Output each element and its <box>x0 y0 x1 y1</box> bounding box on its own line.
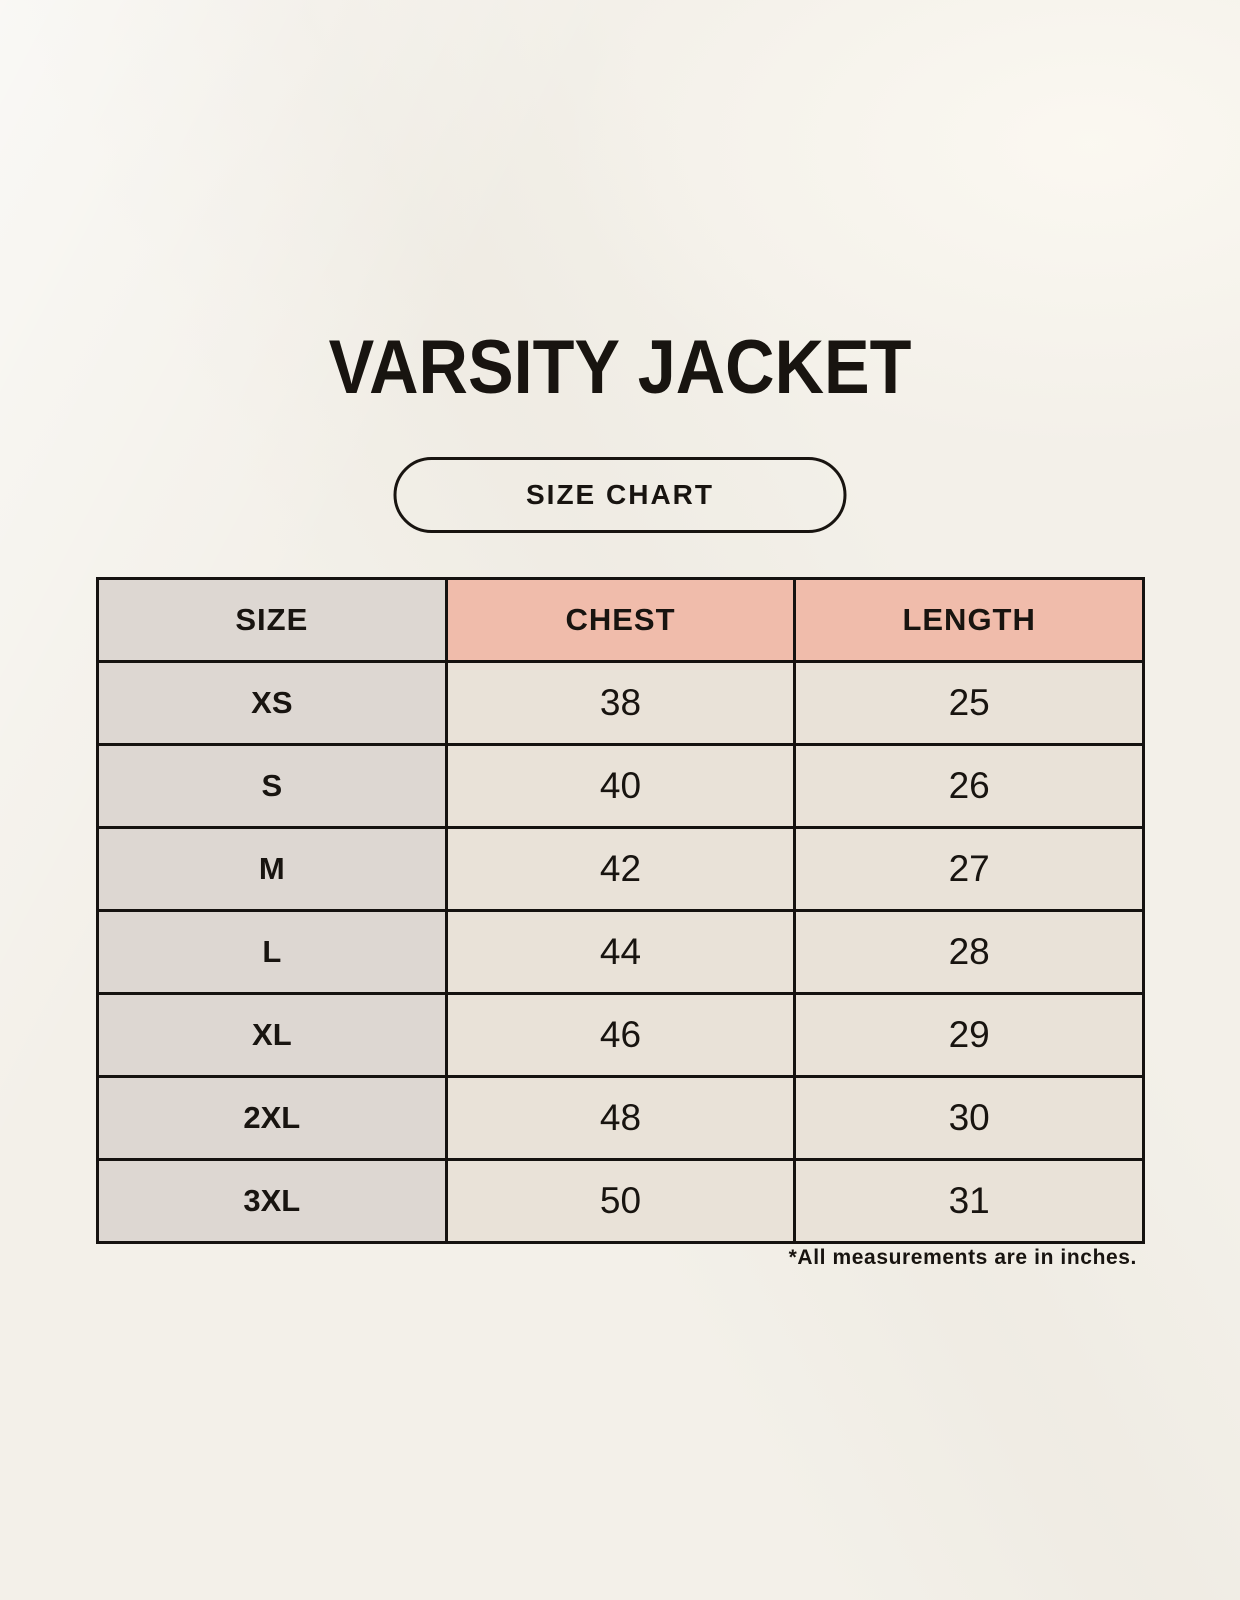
length-cell: 26 <box>793 743 1145 829</box>
table-row: XL 46 29 <box>96 992 1145 1078</box>
length-cell: 30 <box>793 1075 1145 1161</box>
table-row: M 42 27 <box>96 826 1145 912</box>
table-row: XS 38 25 <box>96 660 1145 746</box>
size-cell: 2XL <box>96 1075 448 1161</box>
chest-cell: 50 <box>444 1158 797 1244</box>
page-title: VARSITY JACKET <box>328 325 912 410</box>
length-cell: 31 <box>793 1158 1145 1244</box>
size-chart-button-label: SIZE CHART <box>526 479 714 510</box>
chest-cell: 38 <box>444 660 797 746</box>
table-row: 3XL 50 31 <box>96 1158 1145 1244</box>
length-cell: 25 <box>793 660 1145 746</box>
chest-cell: 46 <box>444 992 797 1078</box>
size-chart-table: SIZE CHEST LENGTH XS 38 25 S 40 26 M <box>96 577 1145 1244</box>
table-row: S 40 26 <box>96 743 1145 829</box>
header-row: SIZE CHEST LENGTH <box>96 577 1145 663</box>
chest-cell: 44 <box>444 909 797 995</box>
chest-cell: 40 <box>444 743 797 829</box>
chest-cell: 48 <box>444 1075 797 1161</box>
column-header-chest: CHEST <box>444 577 797 663</box>
table-row: L 44 28 <box>96 909 1145 995</box>
size-cell: M <box>96 826 448 912</box>
size-cell: XS <box>96 660 448 746</box>
length-cell: 27 <box>793 826 1145 912</box>
size-cell: XL <box>96 992 448 1078</box>
column-header-length: LENGTH <box>793 577 1145 663</box>
size-cell: S <box>96 743 448 829</box>
size-cell: 3XL <box>96 1158 448 1244</box>
size-chart-button[interactable]: SIZE CHART <box>393 457 847 533</box>
length-cell: 29 <box>793 992 1145 1078</box>
size-cell: L <box>96 909 448 995</box>
chest-cell: 42 <box>444 826 797 912</box>
measurements-footnote: *All measurements are in inches. <box>788 1246 1137 1269</box>
length-cell: 28 <box>793 909 1145 995</box>
table-row: 2XL 48 30 <box>96 1075 1145 1161</box>
size-chart-table-wrap: SIZE CHEST LENGTH XS 38 25 S 40 26 M <box>96 577 1145 1244</box>
column-header-size: SIZE <box>96 577 448 663</box>
